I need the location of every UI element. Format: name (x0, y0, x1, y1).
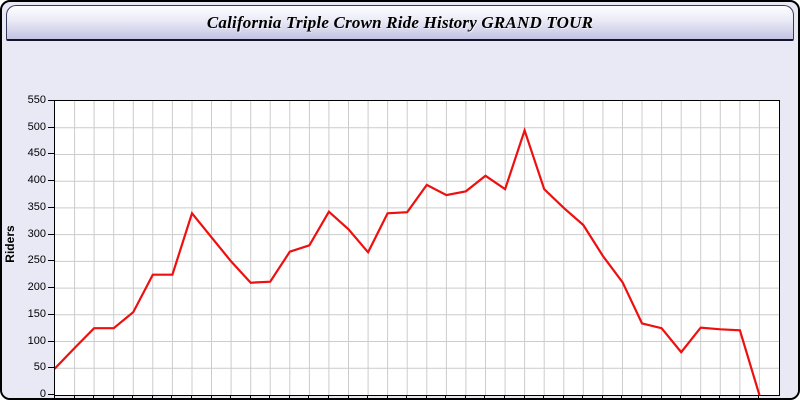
x-tick (660, 396, 662, 398)
y-tick-label: 0 (39, 388, 46, 400)
y-tick-label: 200 (27, 281, 46, 294)
y-tick-label: 250 (27, 254, 46, 267)
y-tick (48, 287, 54, 289)
x-tick (543, 396, 545, 398)
x-tick (484, 396, 486, 398)
y-tick-label: 450 (27, 147, 46, 160)
y-tick (48, 126, 54, 128)
riders-data-line (55, 126, 761, 395)
y-tick-label: 300 (27, 227, 46, 240)
x-tick (347, 396, 349, 398)
y-tick (48, 100, 54, 101)
x-tick (269, 396, 271, 398)
x-tick (249, 396, 251, 398)
chart-title: California Triple Crown Ride History GRA… (206, 12, 594, 32)
x-tick (621, 396, 623, 398)
x-tick (386, 396, 388, 398)
x-tick (464, 396, 466, 398)
y-tick-label: 400 (27, 174, 46, 187)
x-tick (288, 396, 290, 398)
x-tick (93, 396, 95, 398)
x-tick (523, 396, 525, 398)
x-tick (151, 396, 153, 398)
y-tick (48, 153, 54, 155)
x-tick (132, 396, 134, 398)
x-tick (308, 396, 310, 398)
y-tick (48, 313, 54, 315)
title-bar: California Triple Crown Ride History GRA… (6, 5, 794, 41)
x-tick (582, 396, 584, 398)
x-tick (445, 396, 447, 398)
x-tick (112, 396, 114, 398)
chart-panel: Riders 0 50 100 150 200 250 300 350 400 450 500 550… (2, 42, 798, 398)
x-tick (171, 396, 173, 398)
x-tick (54, 396, 55, 398)
y-tick-label: 550 (27, 94, 46, 106)
x-tick (758, 396, 760, 398)
y-tick-label: 500 (27, 120, 46, 133)
x-tick (406, 396, 408, 398)
y-tick-label: 350 (27, 200, 46, 213)
chart-svg (55, 101, 779, 395)
x-tick (327, 396, 329, 398)
x-tick (738, 396, 740, 398)
y-tick (48, 180, 54, 182)
x-tick (230, 396, 232, 398)
x-tick (680, 396, 682, 398)
y-tick (48, 206, 54, 208)
x-tick (210, 396, 212, 398)
x-tick (504, 396, 506, 398)
x-tick (562, 396, 564, 398)
plot-area (54, 100, 780, 396)
x-tick (367, 396, 369, 398)
y-tick (48, 260, 54, 262)
x-tick (190, 396, 192, 398)
x-tick (601, 396, 603, 398)
y-tick (48, 394, 54, 395)
y-tick-label: 100 (27, 334, 46, 347)
y-tick (48, 367, 54, 369)
y-tick-label: 150 (27, 307, 46, 320)
x-tick (699, 396, 701, 398)
x-tick (719, 396, 721, 398)
y-tick (48, 233, 54, 235)
y-tick-label: 50 (33, 361, 46, 374)
x-tick (641, 396, 643, 398)
x-tick (73, 396, 75, 398)
x-tick (425, 396, 427, 398)
y-tick (48, 340, 54, 342)
